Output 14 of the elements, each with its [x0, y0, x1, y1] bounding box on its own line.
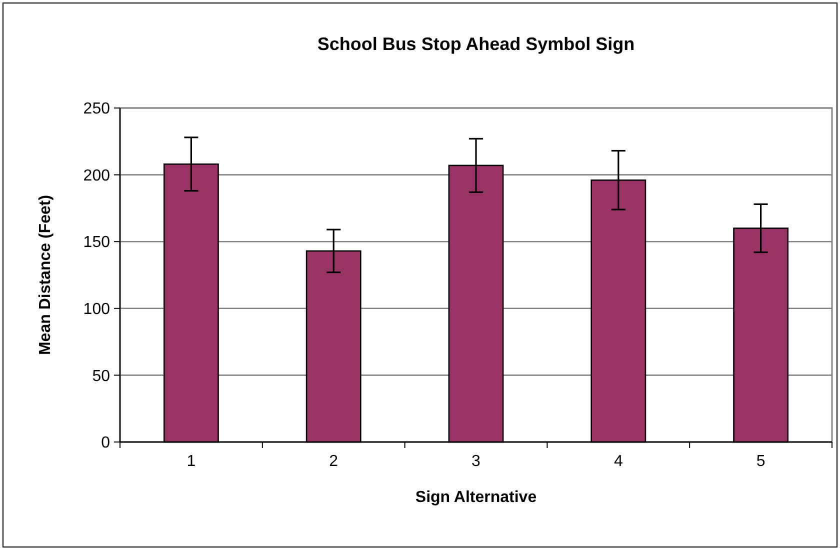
x-axis-title: Sign Alternative	[415, 489, 537, 506]
chart-title: School Bus Stop Ahead Symbol Sign	[317, 34, 635, 54]
y-tick-label: 250	[83, 100, 110, 118]
y-tick-label: 150	[83, 234, 110, 252]
y-tick-label: 200	[83, 167, 110, 184]
x-tick-label: 4	[614, 453, 623, 470]
x-tick-label: 5	[756, 453, 766, 470]
x-tick-label: 3	[472, 453, 481, 470]
x-tick-label: 1	[186, 453, 196, 470]
y-tick-label: 100	[83, 301, 110, 318]
y-tick-label: 0	[101, 434, 110, 452]
y-axis-title: Mean Distance (Feet)	[37, 194, 54, 356]
x-tick-label: 2	[329, 453, 338, 470]
y-tick-label: 50	[92, 368, 110, 385]
